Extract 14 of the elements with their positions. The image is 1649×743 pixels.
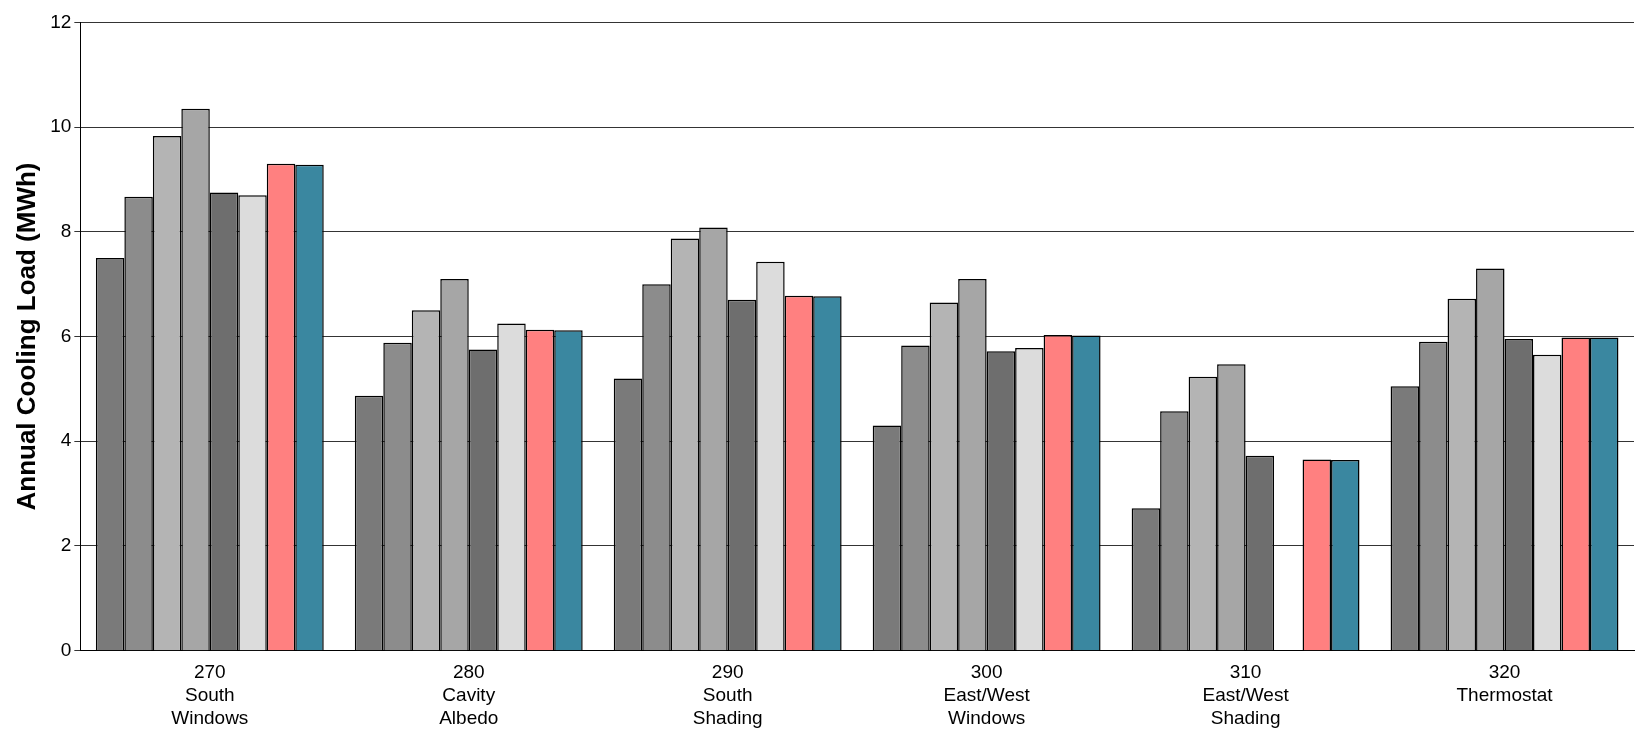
x-tick-label: 300 East/West Windows (943, 661, 1031, 728)
y-tick-label: 0 (60, 638, 72, 660)
y-tick-label: 12 (50, 10, 72, 32)
y-tick-label: 4 (60, 429, 72, 451)
x-tick-label: 320 Thermostat (1456, 661, 1554, 706)
y-axis-title: Annual Cooling Load (MWh) (10, 162, 41, 511)
x-tick-label: 310 East/West Shading (1202, 661, 1290, 728)
y-tick-label: 10 (50, 115, 72, 137)
y-tick-label: 2 (60, 534, 72, 556)
x-tick-label: 290 South Shading (692, 661, 763, 728)
x-tick-label: 280 Cavity Albedo (439, 661, 499, 728)
y-tick-label: 6 (60, 324, 72, 346)
x-tick-label: 270 South Windows (171, 661, 249, 728)
y-tick-label: 8 (60, 220, 72, 242)
